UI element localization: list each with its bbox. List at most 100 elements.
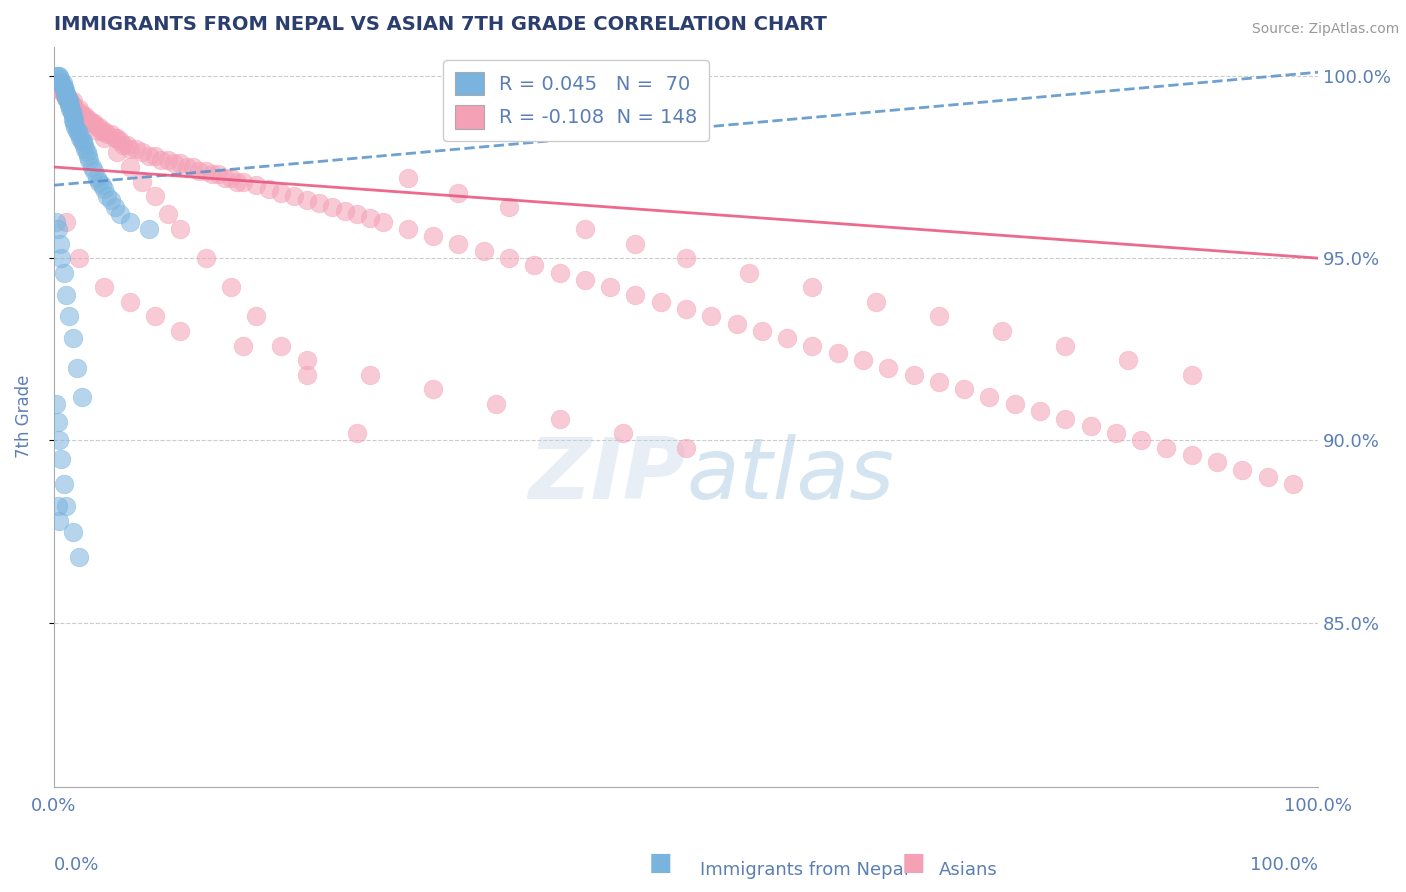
Point xyxy=(63,102,86,116)
Point xyxy=(96,189,118,203)
Point xyxy=(62,331,84,345)
Point xyxy=(49,72,72,87)
Point xyxy=(105,131,128,145)
Point xyxy=(751,324,773,338)
Point xyxy=(48,69,70,83)
Point xyxy=(321,200,343,214)
Point xyxy=(62,524,84,539)
Point xyxy=(75,109,97,123)
Point xyxy=(108,135,131,149)
Point xyxy=(45,69,67,83)
Point xyxy=(447,236,470,251)
Point xyxy=(56,95,79,109)
Point xyxy=(156,207,179,221)
Point xyxy=(115,138,138,153)
Point xyxy=(1232,462,1254,476)
Point xyxy=(1181,448,1204,462)
Point xyxy=(1118,353,1140,368)
Point xyxy=(422,383,444,397)
Point xyxy=(865,294,887,309)
Point xyxy=(80,116,103,130)
Point xyxy=(1282,477,1305,491)
Point xyxy=(56,91,79,105)
Point xyxy=(55,87,77,101)
Point xyxy=(675,441,697,455)
Point xyxy=(776,331,799,345)
Point xyxy=(548,266,571,280)
Point xyxy=(56,91,79,105)
Point xyxy=(60,105,83,120)
Point xyxy=(48,434,70,448)
Point xyxy=(105,145,128,160)
Point xyxy=(89,175,111,189)
Point xyxy=(232,339,254,353)
Point xyxy=(574,273,596,287)
Point xyxy=(65,123,87,137)
Point xyxy=(738,266,761,280)
Point xyxy=(359,368,381,382)
Point xyxy=(422,229,444,244)
Point xyxy=(1206,455,1229,469)
Point xyxy=(59,95,82,109)
Point xyxy=(245,310,267,324)
Point xyxy=(51,83,73,97)
Point xyxy=(214,170,236,185)
Point xyxy=(523,259,546,273)
Point xyxy=(76,145,98,160)
Point xyxy=(156,153,179,167)
Point xyxy=(991,324,1014,338)
Point xyxy=(201,167,224,181)
Text: Immigrants from Nepal: Immigrants from Nepal xyxy=(700,861,908,879)
Point xyxy=(62,95,84,109)
Point xyxy=(1080,418,1102,433)
Point xyxy=(163,156,186,170)
Point xyxy=(852,353,875,368)
Point xyxy=(67,251,90,265)
Point xyxy=(66,123,89,137)
Point xyxy=(346,426,368,441)
Point xyxy=(67,102,90,116)
Point xyxy=(46,499,69,513)
Point xyxy=(675,251,697,265)
Point xyxy=(118,294,141,309)
Point xyxy=(52,87,75,101)
Point xyxy=(55,499,77,513)
Point xyxy=(574,222,596,236)
Point xyxy=(86,170,108,185)
Point xyxy=(52,83,75,97)
Point xyxy=(103,131,125,145)
Y-axis label: 7th Grade: 7th Grade xyxy=(15,375,32,458)
Text: Source: ZipAtlas.com: Source: ZipAtlas.com xyxy=(1251,22,1399,37)
Point xyxy=(245,178,267,193)
Point xyxy=(827,346,849,360)
Point xyxy=(118,160,141,174)
Point xyxy=(52,266,75,280)
Point xyxy=(67,550,90,565)
Point xyxy=(53,83,76,97)
Point xyxy=(979,390,1001,404)
Point xyxy=(143,149,166,163)
Point xyxy=(112,138,135,153)
Point xyxy=(51,76,73,90)
Point xyxy=(485,397,508,411)
Point xyxy=(103,200,125,214)
Point xyxy=(169,222,191,236)
Text: IMMIGRANTS FROM NEPAL VS ASIAN 7TH GRADE CORRELATION CHART: IMMIGRANTS FROM NEPAL VS ASIAN 7TH GRADE… xyxy=(53,15,827,34)
Point xyxy=(181,160,204,174)
Point xyxy=(877,360,900,375)
Point xyxy=(498,200,520,214)
Point xyxy=(725,317,748,331)
Point xyxy=(59,98,82,112)
Point xyxy=(599,280,621,294)
Point xyxy=(169,156,191,170)
Point xyxy=(65,105,87,120)
Point xyxy=(359,211,381,225)
Legend: R = 0.045   N =  70, R = -0.108  N = 148: R = 0.045 N = 70, R = -0.108 N = 148 xyxy=(443,60,709,141)
Point xyxy=(548,411,571,425)
Text: ■: ■ xyxy=(901,851,925,875)
Point xyxy=(131,145,153,160)
Point xyxy=(80,160,103,174)
Point xyxy=(93,182,115,196)
Point xyxy=(72,135,94,149)
Point xyxy=(108,207,131,221)
